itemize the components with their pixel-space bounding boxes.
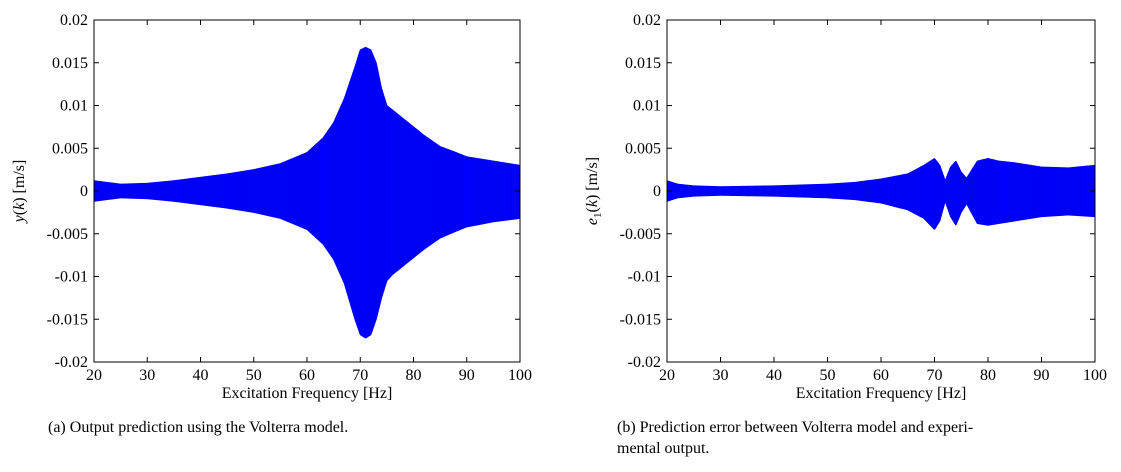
x-tick-label: 40 [193, 367, 209, 384]
y-axis-title-open: ( [584, 207, 601, 212]
x-tick-label: 50 [246, 367, 262, 384]
y-axis-title-k: k [11, 202, 28, 210]
y-tick-label: -0.01 [628, 269, 661, 286]
y-tick-label: 0.02 [633, 12, 661, 29]
x-tick-label: 60 [873, 367, 889, 384]
y-axis-title-sub: 1 [592, 212, 604, 218]
y-tick-label: 0 [80, 183, 88, 200]
x-tick-label: 20 [659, 367, 675, 384]
caption-b-line-1: (b) Prediction error between Volterra mo… [617, 419, 974, 436]
chart-panel-b: 20 30 40 50 60 70 80 90 100 -0.02 -0.015 -0.01 -0.00… [584, 12, 1107, 402]
caption-b-line-2: mental output. [617, 440, 710, 457]
y-axis-title-unit: ) [m/s] [584, 157, 601, 200]
x-tick-label: 80 [980, 367, 996, 384]
y-tick-label: 0 [653, 183, 661, 200]
y-axis-title-var: e [584, 218, 601, 225]
caption-a: (a) Output prediction using the Volterra… [48, 419, 349, 436]
x-tick-label: 70 [352, 367, 368, 384]
y-axis-title: e1(k) [m/s] [584, 157, 604, 225]
y-tick-label: 0.005 [625, 140, 661, 157]
y-axis-title-k: k [584, 199, 601, 207]
y-axis-title-open: ( [11, 210, 28, 215]
y-tick-label: -0.02 [628, 354, 661, 371]
y-tick-label: -0.015 [620, 311, 661, 328]
y-tick-label: 0.005 [52, 140, 88, 157]
y-tick-label: -0.02 [55, 354, 88, 371]
y-tick-label: 0.01 [633, 98, 661, 115]
y-axis-title-unit: ) [m/s] [11, 160, 28, 203]
x-tick-label: 100 [1083, 367, 1107, 384]
y-axis-title: y(k) [m/s] [11, 160, 28, 225]
x-tick-label: 90 [459, 367, 475, 384]
chart-panel-a: 20 30 40 50 60 70 80 90 100 -0.02 -0.015 -0.01 -0.00… [11, 12, 532, 402]
x-tick-label: 80 [406, 367, 422, 384]
x-tick-label: 50 [820, 367, 836, 384]
y-tick-label: -0.01 [55, 269, 88, 286]
x-tick-label: 30 [139, 367, 155, 384]
x-tick-label: 60 [299, 367, 315, 384]
y-tick-label: 0.02 [60, 12, 88, 29]
y-tick-label: 0.01 [60, 98, 88, 115]
x-tick-label: 100 [508, 367, 532, 384]
x-axis-title: Excitation Frequency [Hz] [222, 385, 393, 402]
x-tick-label: 70 [927, 367, 943, 384]
x-axis-title: Excitation Frequency [Hz] [796, 385, 967, 402]
x-tick-label: 20 [86, 367, 102, 384]
y-axis-title-var: y [11, 214, 28, 224]
y-tick-label: 0.015 [52, 55, 88, 72]
x-tick-label: 40 [766, 367, 782, 384]
caption-b: (b) Prediction error between Volterra mo… [617, 417, 1107, 459]
y-tick-label: -0.015 [47, 311, 88, 328]
y-tick-label: -0.005 [47, 226, 88, 243]
y-tick-label: 0.015 [625, 55, 661, 72]
x-tick-label: 90 [1034, 367, 1050, 384]
signal-texture [93, 50, 521, 335]
x-tick-label: 30 [713, 367, 729, 384]
y-tick-label: -0.005 [620, 226, 661, 243]
